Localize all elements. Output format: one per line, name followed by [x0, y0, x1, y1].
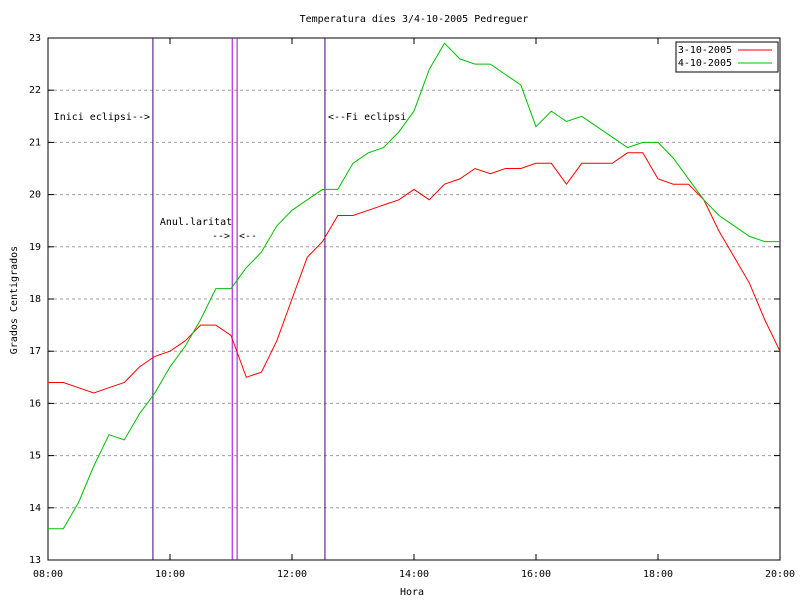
y-tick-label: 13: [29, 555, 41, 566]
y-tick-label: 19: [29, 242, 41, 253]
y-tick-label: 21: [29, 137, 41, 148]
annotation: <--Fi eclipsi: [328, 112, 406, 123]
y-axis-label: Grados Centigrados: [9, 246, 20, 354]
x-tick-label: 16:00: [521, 569, 551, 580]
series-line: [48, 152, 781, 394]
x-tick-label: 08:00: [33, 569, 63, 580]
legend-box: [675, 41, 779, 73]
annotation: -->: [212, 231, 230, 242]
y-tick-label: 20: [29, 190, 41, 201]
x-axis-label: Hora: [400, 587, 424, 598]
x-tick-label: 14:00: [399, 569, 429, 580]
y-tick-label: 23: [29, 33, 41, 44]
x-tick-label: 10:00: [155, 569, 185, 580]
x-tick-label: 20:00: [765, 569, 795, 580]
annotation: Anul.laritat: [160, 217, 232, 228]
chart-title: Temperatura dies 3/4-10-2005 Pedreguer: [300, 14, 529, 25]
annotation: <--: [239, 231, 257, 242]
y-tick-label: 15: [29, 451, 41, 462]
legend-label: 3-10-2005: [678, 45, 732, 56]
y-tick-label: 16: [29, 398, 41, 409]
legend-label: 4-10-2005: [678, 58, 732, 69]
x-tick-label: 18:00: [643, 569, 673, 580]
x-tick-label: 12:00: [277, 569, 307, 580]
y-tick-label: 17: [29, 346, 41, 357]
series-line: [48, 42, 780, 530]
annotation: Inici eclipsi-->: [54, 112, 150, 123]
y-tick-label: 22: [29, 85, 41, 96]
plot-frame: [47, 37, 781, 561]
y-tick-label: 18: [29, 294, 41, 305]
y-tick-label: 14: [29, 503, 41, 514]
